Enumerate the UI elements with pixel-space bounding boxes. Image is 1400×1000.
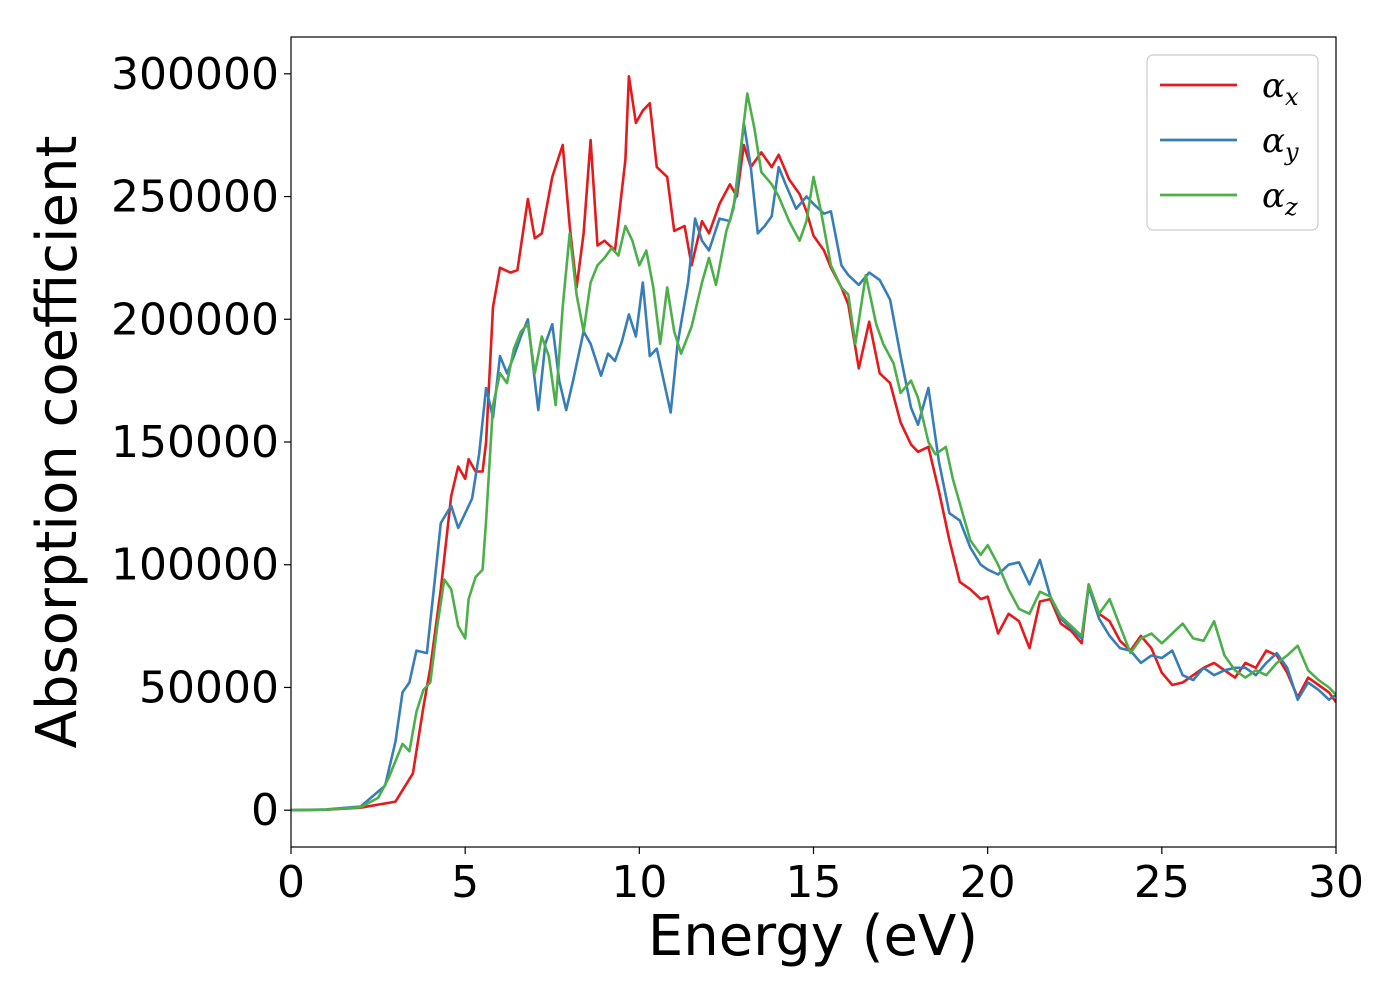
legend-subscript: y bbox=[1284, 138, 1299, 166]
legend-subscript: z bbox=[1284, 193, 1298, 221]
series-line-alpha-y bbox=[291, 121, 1336, 812]
legend-symbol: α bbox=[1262, 176, 1285, 216]
x-tick-label: 15 bbox=[786, 857, 842, 908]
y-tick-label: 50000 bbox=[139, 662, 279, 713]
y-axis-title: Absorption coefficient bbox=[25, 136, 90, 749]
legend-label-alpha-z: αz bbox=[1262, 176, 1298, 221]
y-tick-label: 200000 bbox=[111, 294, 279, 345]
x-ticks: 0 5 10 15 20 25 30 bbox=[277, 847, 1364, 908]
legend-frame bbox=[1146, 54, 1319, 231]
y-ticks: 0 50000 100000 150000 200000 250000 300000 bbox=[111, 49, 291, 836]
y-tick-label: 150000 bbox=[111, 417, 279, 468]
y-tick-label: 0 bbox=[251, 785, 279, 836]
y-tick-label: 100000 bbox=[111, 540, 279, 591]
series-layer bbox=[291, 75, 1336, 812]
x-tick-label: 25 bbox=[1134, 857, 1190, 908]
legend-label-alpha-x: αx bbox=[1262, 66, 1299, 111]
x-tick-label: 0 bbox=[277, 857, 305, 908]
x-axis-title: Energy (eV) bbox=[648, 904, 978, 969]
y-tick-label: 300000 bbox=[111, 49, 279, 100]
series-line-alpha-z bbox=[291, 92, 1336, 812]
y-tick-label: 250000 bbox=[111, 172, 279, 223]
legend-label-alpha-y: αy bbox=[1262, 121, 1299, 166]
x-tick-label: 5 bbox=[451, 857, 479, 908]
legend-symbol: α bbox=[1262, 121, 1285, 161]
x-tick-label: 10 bbox=[611, 857, 667, 908]
x-tick-label: 20 bbox=[960, 857, 1016, 908]
legend-symbol: α bbox=[1262, 66, 1285, 106]
x-tick-label: 30 bbox=[1308, 857, 1364, 908]
legend-subscript: x bbox=[1285, 83, 1299, 111]
